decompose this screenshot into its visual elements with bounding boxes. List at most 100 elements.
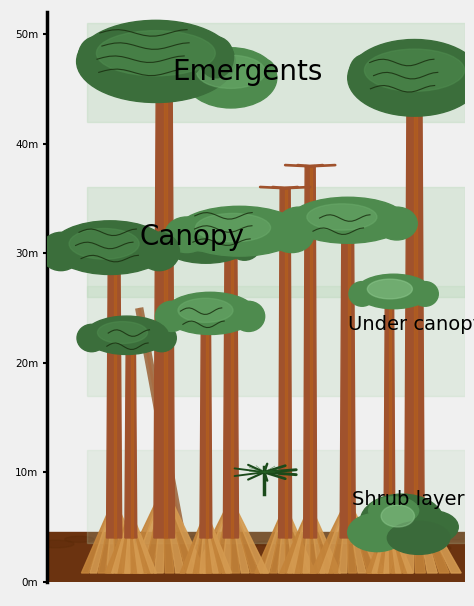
- Polygon shape: [384, 527, 390, 573]
- Polygon shape: [414, 505, 426, 573]
- Polygon shape: [390, 527, 401, 573]
- Ellipse shape: [376, 55, 405, 93]
- Polygon shape: [114, 510, 122, 573]
- Polygon shape: [372, 527, 388, 573]
- Polygon shape: [303, 516, 310, 573]
- Polygon shape: [416, 505, 438, 573]
- Ellipse shape: [138, 232, 180, 271]
- Ellipse shape: [165, 217, 209, 253]
- Ellipse shape: [167, 37, 202, 78]
- Polygon shape: [187, 522, 204, 573]
- Polygon shape: [235, 510, 268, 573]
- Polygon shape: [419, 505, 461, 573]
- Polygon shape: [286, 516, 300, 573]
- Ellipse shape: [210, 544, 231, 548]
- Polygon shape: [200, 319, 212, 538]
- Ellipse shape: [204, 60, 225, 90]
- Polygon shape: [392, 505, 413, 573]
- Ellipse shape: [439, 533, 473, 540]
- Polygon shape: [116, 510, 138, 573]
- Polygon shape: [98, 510, 113, 573]
- Polygon shape: [405, 100, 424, 538]
- Polygon shape: [208, 522, 225, 573]
- Ellipse shape: [155, 545, 192, 553]
- Ellipse shape: [365, 49, 465, 92]
- Polygon shape: [255, 516, 282, 573]
- Polygon shape: [155, 499, 165, 573]
- Ellipse shape: [96, 31, 215, 76]
- Ellipse shape: [77, 21, 235, 102]
- Ellipse shape: [369, 497, 419, 524]
- Polygon shape: [310, 516, 317, 573]
- Ellipse shape: [178, 298, 233, 322]
- Polygon shape: [378, 527, 389, 573]
- Bar: [390, 297, 391, 538]
- Polygon shape: [112, 522, 129, 573]
- Polygon shape: [165, 499, 185, 573]
- Polygon shape: [313, 516, 340, 573]
- Polygon shape: [132, 522, 150, 573]
- Polygon shape: [350, 510, 375, 573]
- Polygon shape: [118, 510, 147, 573]
- Ellipse shape: [404, 510, 458, 544]
- Polygon shape: [368, 505, 410, 573]
- Polygon shape: [340, 220, 356, 538]
- Text: Canopy: Canopy: [139, 222, 244, 251]
- Ellipse shape: [450, 55, 474, 93]
- Polygon shape: [200, 522, 206, 573]
- Ellipse shape: [376, 207, 417, 240]
- Polygon shape: [366, 527, 387, 573]
- Polygon shape: [389, 527, 395, 573]
- Polygon shape: [232, 510, 249, 573]
- Polygon shape: [193, 522, 205, 573]
- Bar: [47, 533, 465, 582]
- Polygon shape: [107, 253, 122, 538]
- Bar: [114, 253, 117, 538]
- Polygon shape: [304, 165, 317, 538]
- Ellipse shape: [228, 230, 261, 260]
- Polygon shape: [122, 499, 160, 573]
- Ellipse shape: [255, 60, 276, 90]
- Ellipse shape: [155, 301, 188, 331]
- Polygon shape: [207, 522, 219, 573]
- Bar: [87, 286, 465, 396]
- Polygon shape: [209, 522, 232, 573]
- Polygon shape: [270, 516, 284, 573]
- Bar: [231, 231, 233, 538]
- Ellipse shape: [197, 55, 265, 88]
- Polygon shape: [131, 522, 144, 573]
- Ellipse shape: [349, 55, 378, 93]
- Ellipse shape: [278, 207, 319, 240]
- Polygon shape: [130, 522, 137, 573]
- Text: Shrub layer: Shrub layer: [352, 490, 465, 509]
- Ellipse shape: [348, 513, 406, 551]
- Bar: [206, 319, 208, 538]
- Ellipse shape: [387, 522, 450, 554]
- Polygon shape: [263, 516, 283, 573]
- Polygon shape: [82, 510, 111, 573]
- Polygon shape: [168, 499, 206, 573]
- Ellipse shape: [199, 37, 234, 78]
- Polygon shape: [230, 510, 240, 573]
- Ellipse shape: [78, 37, 113, 78]
- Polygon shape: [287, 516, 308, 573]
- Polygon shape: [125, 522, 131, 573]
- Ellipse shape: [164, 292, 256, 335]
- Ellipse shape: [307, 204, 377, 230]
- Bar: [131, 341, 133, 538]
- Ellipse shape: [367, 279, 412, 299]
- Polygon shape: [279, 187, 292, 538]
- Polygon shape: [180, 522, 203, 573]
- Bar: [87, 450, 465, 544]
- Polygon shape: [320, 510, 346, 573]
- Polygon shape: [348, 510, 366, 573]
- Ellipse shape: [322, 539, 355, 547]
- Ellipse shape: [151, 230, 183, 260]
- Ellipse shape: [195, 213, 271, 242]
- Polygon shape: [380, 505, 411, 573]
- Polygon shape: [288, 516, 316, 573]
- Polygon shape: [105, 522, 128, 573]
- Bar: [310, 165, 312, 538]
- Polygon shape: [310, 510, 344, 573]
- Polygon shape: [384, 297, 395, 538]
